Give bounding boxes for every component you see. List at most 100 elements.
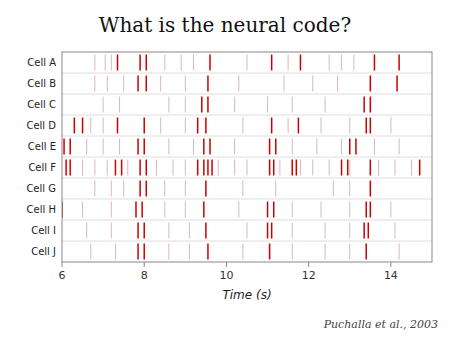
spike bbox=[164, 55, 165, 71]
spike bbox=[111, 55, 112, 71]
spike bbox=[65, 160, 67, 176]
spike bbox=[300, 160, 301, 176]
spike bbox=[207, 97, 209, 113]
row-separator bbox=[62, 241, 432, 242]
spike bbox=[333, 181, 334, 197]
spike bbox=[365, 244, 367, 260]
spike bbox=[201, 97, 203, 113]
spike bbox=[218, 160, 219, 176]
spike bbox=[193, 55, 194, 71]
spike bbox=[137, 223, 139, 239]
spike bbox=[370, 97, 372, 113]
title: What is the neural code? bbox=[99, 13, 351, 37]
spike bbox=[103, 139, 104, 155]
category-label: Cell B bbox=[27, 78, 56, 89]
spike bbox=[370, 202, 372, 218]
spike bbox=[347, 160, 349, 176]
spike bbox=[368, 223, 370, 239]
spike bbox=[271, 118, 273, 134]
spike bbox=[82, 202, 83, 218]
spike bbox=[146, 181, 148, 197]
spike bbox=[292, 97, 293, 113]
spike bbox=[185, 97, 186, 113]
spike bbox=[203, 139, 205, 155]
category-label: Cell J bbox=[31, 246, 56, 257]
spike bbox=[374, 55, 376, 71]
spike bbox=[279, 160, 280, 176]
spike bbox=[82, 118, 84, 134]
spike bbox=[74, 118, 76, 134]
spike bbox=[139, 55, 141, 71]
spike bbox=[312, 76, 313, 92]
spike bbox=[365, 202, 367, 218]
spike bbox=[185, 160, 186, 176]
spike bbox=[374, 139, 375, 155]
row-separator bbox=[62, 73, 432, 74]
category-label: Cell A bbox=[27, 57, 56, 68]
x-tick bbox=[144, 262, 145, 267]
spike bbox=[349, 118, 350, 134]
spike bbox=[146, 76, 148, 92]
spike bbox=[271, 223, 273, 239]
spike bbox=[316, 139, 317, 155]
spike bbox=[238, 76, 239, 92]
spike bbox=[168, 97, 169, 113]
spike bbox=[205, 181, 207, 197]
x-tick-label: 6 bbox=[59, 269, 66, 282]
spike bbox=[234, 97, 235, 113]
spike bbox=[205, 223, 207, 239]
spike bbox=[267, 97, 268, 113]
spike bbox=[242, 181, 243, 197]
category-label: Cell H bbox=[27, 204, 56, 215]
chart: Cell ACell BCell CCell DCell ECell FCell… bbox=[0, 0, 450, 338]
spike bbox=[399, 244, 400, 260]
spike bbox=[395, 223, 396, 239]
spike bbox=[115, 244, 116, 260]
spike bbox=[207, 160, 209, 176]
spike bbox=[321, 118, 322, 134]
spike bbox=[275, 181, 276, 197]
spike bbox=[211, 160, 213, 176]
spike bbox=[139, 181, 141, 197]
x-tick-label: 10 bbox=[219, 269, 233, 282]
spike bbox=[312, 160, 313, 176]
spike bbox=[203, 160, 205, 176]
x-tick bbox=[308, 262, 309, 267]
spike bbox=[82, 160, 83, 176]
category-label: Cell F bbox=[28, 162, 56, 173]
x-tick bbox=[390, 262, 391, 267]
spike bbox=[247, 160, 248, 176]
spike bbox=[156, 160, 157, 176]
x-tick bbox=[226, 262, 227, 267]
spike bbox=[127, 160, 128, 176]
spike bbox=[205, 118, 207, 134]
row-separator bbox=[62, 115, 432, 116]
spike bbox=[137, 139, 139, 155]
spike bbox=[94, 160, 95, 176]
category-label: Cell E bbox=[28, 141, 56, 152]
spike bbox=[363, 97, 365, 113]
spike bbox=[349, 181, 350, 197]
spike bbox=[119, 97, 120, 113]
spike bbox=[341, 139, 342, 155]
spike bbox=[292, 139, 293, 155]
spike bbox=[325, 244, 326, 260]
x-tick-label: 12 bbox=[302, 269, 316, 282]
spike bbox=[242, 118, 243, 134]
spike bbox=[185, 181, 186, 197]
spike bbox=[117, 55, 119, 71]
spike bbox=[103, 118, 104, 134]
spike bbox=[207, 76, 209, 92]
spike bbox=[363, 223, 365, 239]
plot-frame bbox=[62, 52, 432, 262]
spike bbox=[135, 202, 137, 218]
plot-background bbox=[62, 52, 432, 262]
spike bbox=[355, 139, 357, 155]
x-tick-label: 8 bbox=[141, 269, 148, 282]
spike bbox=[103, 97, 104, 113]
spike bbox=[337, 76, 338, 92]
spike bbox=[146, 55, 148, 71]
spike bbox=[137, 244, 139, 260]
spike bbox=[275, 139, 277, 155]
spike bbox=[321, 202, 322, 218]
